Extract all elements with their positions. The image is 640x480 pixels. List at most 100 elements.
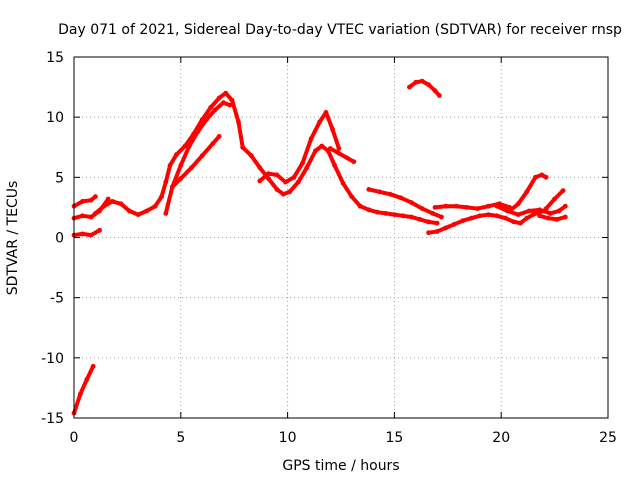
data-point	[503, 215, 508, 221]
data-point	[118, 201, 124, 207]
data-point	[80, 231, 85, 237]
data-point	[494, 213, 500, 219]
data-point	[515, 201, 521, 207]
data-point	[317, 119, 322, 125]
data-point	[539, 172, 545, 178]
data-point	[323, 110, 329, 115]
data-point	[413, 79, 419, 85]
data-point	[274, 187, 280, 192]
x-tick-label: 0	[70, 430, 79, 446]
data-point	[464, 205, 470, 210]
data-point	[93, 194, 98, 200]
data-point	[236, 119, 241, 125]
y-tick-label: 15	[46, 50, 64, 66]
data-point	[80, 213, 85, 219]
data-point	[426, 219, 431, 225]
series-layer	[71, 78, 568, 416]
data-point	[204, 117, 209, 122]
data-point	[223, 90, 229, 96]
data-point	[430, 211, 436, 216]
grid	[74, 57, 608, 418]
data-point	[178, 176, 184, 181]
data-point	[443, 203, 449, 209]
data-point	[88, 214, 94, 220]
data-point	[392, 212, 397, 218]
data-point	[419, 206, 425, 212]
data-point	[451, 221, 457, 227]
data-point	[357, 203, 363, 209]
data-point	[477, 213, 483, 219]
data-point	[426, 82, 431, 88]
data-point	[547, 211, 553, 216]
data-point	[84, 377, 90, 382]
data-point	[407, 84, 412, 90]
y-tick-label: -10	[41, 351, 64, 367]
data-point	[434, 229, 440, 234]
series-arc-1	[71, 363, 96, 416]
data-point	[110, 199, 115, 204]
y-tick-label: 10	[46, 110, 64, 126]
series-line	[329, 146, 355, 164]
data-point	[319, 143, 325, 149]
data-point	[216, 134, 222, 139]
data-point	[327, 146, 333, 151]
series-line	[428, 207, 547, 235]
data-point	[186, 143, 192, 149]
data-point	[174, 152, 179, 157]
data-point	[486, 212, 491, 218]
data-point	[556, 208, 562, 214]
data-point	[537, 207, 542, 213]
data-point	[426, 230, 431, 236]
data-point	[300, 160, 305, 166]
data-point	[351, 159, 357, 165]
data-point	[195, 129, 201, 135]
data-point	[432, 88, 438, 94]
data-point	[460, 218, 466, 224]
data-point	[409, 214, 414, 220]
y-axis-label: SDTVAR / TECUs	[5, 181, 21, 296]
data-point	[291, 174, 297, 180]
data-point	[530, 212, 536, 218]
y-tick-label: -15	[41, 411, 64, 427]
series-line	[72, 365, 95, 414]
data-point	[409, 200, 414, 206]
series-arc-14	[426, 207, 549, 236]
series-arc-9	[257, 110, 342, 185]
series-line	[73, 195, 97, 208]
series-arc-19	[543, 188, 566, 212]
data-point	[533, 174, 538, 180]
data-point	[135, 212, 141, 218]
data-point	[366, 187, 372, 192]
series-arc-4	[71, 194, 98, 209]
series-arc-16	[507, 172, 549, 214]
data-point	[274, 172, 280, 178]
data-point	[336, 146, 342, 151]
data-point	[518, 220, 523, 226]
data-point	[101, 203, 107, 209]
y-tick-label: -5	[50, 291, 64, 307]
data-point	[163, 179, 169, 185]
data-point	[345, 155, 350, 161]
data-point	[93, 211, 98, 216]
series-line	[241, 144, 362, 208]
series-arc-13	[407, 78, 442, 98]
data-point	[439, 214, 444, 220]
data-point	[400, 213, 406, 219]
data-point	[78, 391, 83, 397]
data-point	[257, 178, 263, 184]
x-axis-label: GPS time / hours	[282, 458, 399, 474]
chart-title: Day 071 of 2021, Sidereal Day-to-day VTE…	[58, 22, 622, 38]
data-point	[127, 208, 132, 214]
data-point	[377, 189, 382, 195]
data-point	[552, 196, 557, 202]
series-arc-12	[366, 187, 444, 220]
data-point	[537, 213, 542, 219]
series-arc-8	[240, 143, 363, 209]
data-point	[88, 197, 94, 203]
data-point	[248, 153, 254, 159]
data-point	[163, 211, 169, 216]
series-arc-10	[327, 146, 357, 165]
data-point	[210, 141, 216, 147]
data-point	[330, 126, 335, 132]
